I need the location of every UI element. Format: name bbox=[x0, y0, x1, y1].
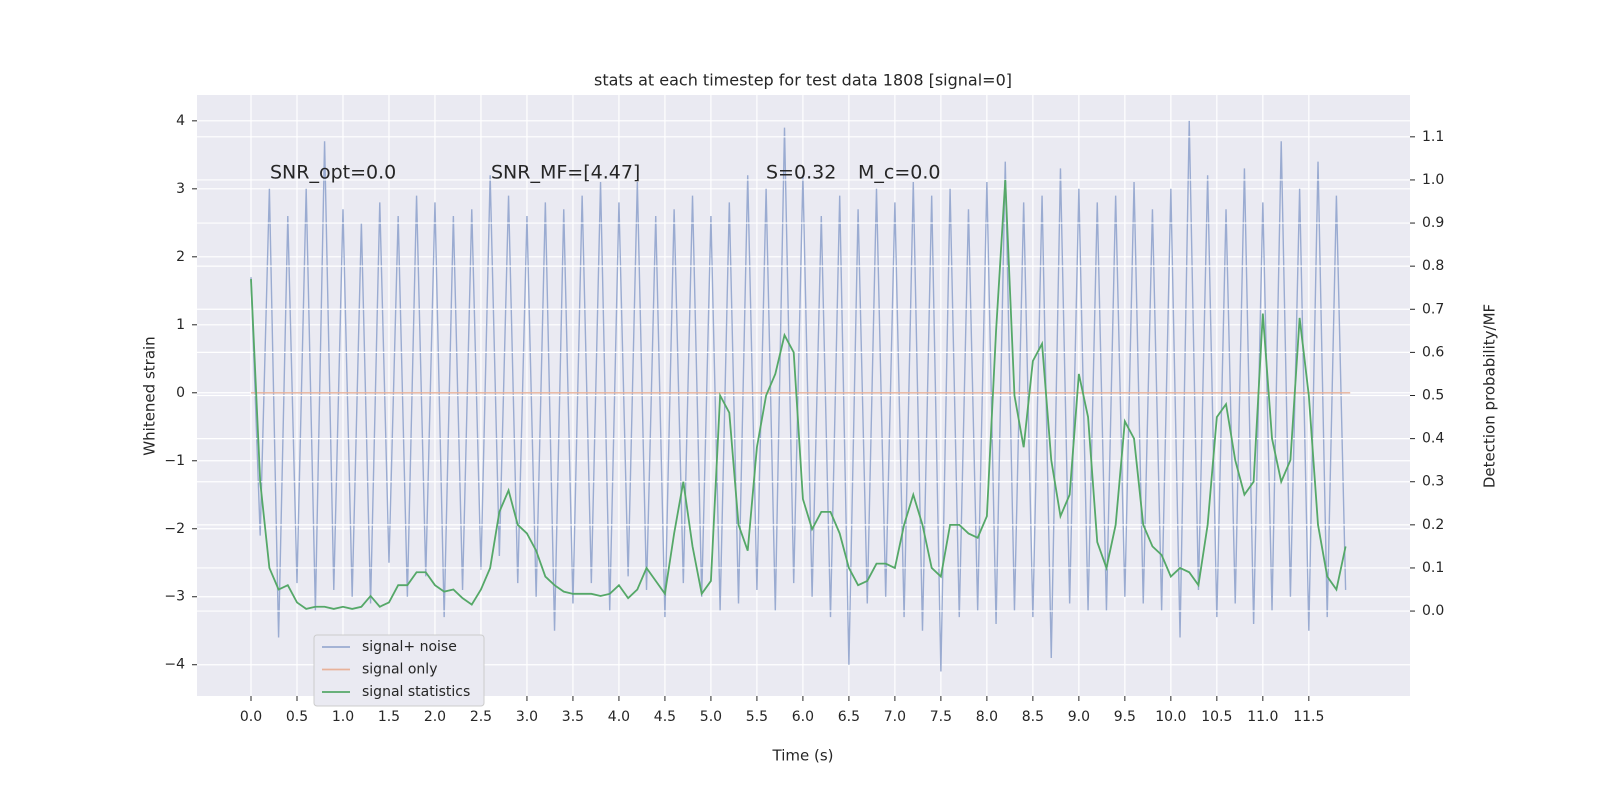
y-tick-label: 2 bbox=[176, 249, 185, 265]
x-tick-label: 0.5 bbox=[286, 709, 308, 725]
y-tick-label: 1 bbox=[176, 317, 185, 333]
x-axis-label: Time (s) bbox=[772, 747, 834, 765]
y2-tick-label: 0.9 bbox=[1422, 215, 1444, 231]
x-tick-label: 0.0 bbox=[240, 709, 262, 725]
x-tick-label: 3.0 bbox=[516, 709, 538, 725]
y2-axis-label: Detection probability/MF bbox=[1481, 304, 1499, 488]
y2-tick-label: 0.1 bbox=[1422, 560, 1444, 576]
y2-tick-label: 0.7 bbox=[1422, 301, 1444, 317]
y-tick-label: −1 bbox=[164, 453, 185, 469]
x-tick-label: 8.0 bbox=[976, 709, 998, 725]
legend-label: signal statistics bbox=[362, 684, 470, 700]
x-tick-label: 5.5 bbox=[746, 709, 768, 725]
x-tick-label: 4.5 bbox=[654, 709, 676, 725]
x-tick-label: 6.0 bbox=[792, 709, 814, 725]
y2-tick-label: 0.3 bbox=[1422, 474, 1444, 490]
annotation: SNR_opt=0.0 bbox=[270, 162, 396, 184]
x-tick-label: 1.0 bbox=[332, 709, 354, 725]
x-tick-label: 2.0 bbox=[424, 709, 446, 725]
x-tick-label: 2.5 bbox=[470, 709, 492, 725]
chart-title: stats at each timestep for test data 180… bbox=[594, 71, 1012, 90]
legend-box bbox=[313, 634, 485, 707]
y2-tick-label: 0.5 bbox=[1422, 388, 1444, 404]
x-tick-label: 5.0 bbox=[700, 709, 722, 725]
legend-label: signal+ noise bbox=[362, 639, 457, 655]
x-tick-label: 7.0 bbox=[884, 709, 906, 725]
x-tick-label: 6.5 bbox=[838, 709, 860, 725]
x-tick-label: 4.0 bbox=[608, 709, 630, 725]
y-tick-label: 0 bbox=[176, 385, 185, 401]
x-tick-label: 10.0 bbox=[1155, 709, 1186, 725]
y-tick-label: −2 bbox=[164, 521, 185, 537]
y-axis-label: Whitened strain bbox=[141, 336, 159, 455]
x-tick-label: 7.5 bbox=[930, 709, 952, 725]
y-tick-label: −4 bbox=[164, 657, 185, 673]
x-tick-label: 9.5 bbox=[1114, 709, 1136, 725]
annotation: S=0.32 bbox=[766, 162, 836, 184]
annotation: SNR_MF=[4.47] bbox=[491, 162, 640, 184]
y-tick-label: 3 bbox=[176, 181, 185, 197]
y2-tick-label: 1.0 bbox=[1422, 172, 1444, 188]
x-tick-label: 11.0 bbox=[1247, 709, 1278, 725]
y-tick-label: −3 bbox=[164, 589, 185, 605]
y2-tick-label: 0.6 bbox=[1422, 344, 1444, 360]
x-tick-label: 10.5 bbox=[1201, 709, 1232, 725]
x-tick-label: 11.5 bbox=[1293, 709, 1324, 725]
x-tick-label: 9.0 bbox=[1068, 709, 1090, 725]
y2-tick-label: 0.0 bbox=[1422, 603, 1444, 619]
y2-tick-label: 0.8 bbox=[1422, 258, 1444, 274]
x-tick-label: 1.5 bbox=[378, 709, 400, 725]
y-tick-label: 4 bbox=[176, 113, 185, 129]
legend-label: signal only bbox=[362, 662, 437, 678]
y2-tick-label: 0.2 bbox=[1422, 517, 1444, 533]
y2-tick-label: 0.4 bbox=[1422, 431, 1444, 447]
x-tick-label: 3.5 bbox=[562, 709, 584, 725]
series-line bbox=[250, 120, 1347, 672]
series-line bbox=[250, 179, 1347, 610]
annotation: M_c=0.0 bbox=[858, 162, 940, 184]
x-tick-label: 8.5 bbox=[1022, 709, 1044, 725]
y2-tick-label: 1.1 bbox=[1422, 129, 1444, 145]
